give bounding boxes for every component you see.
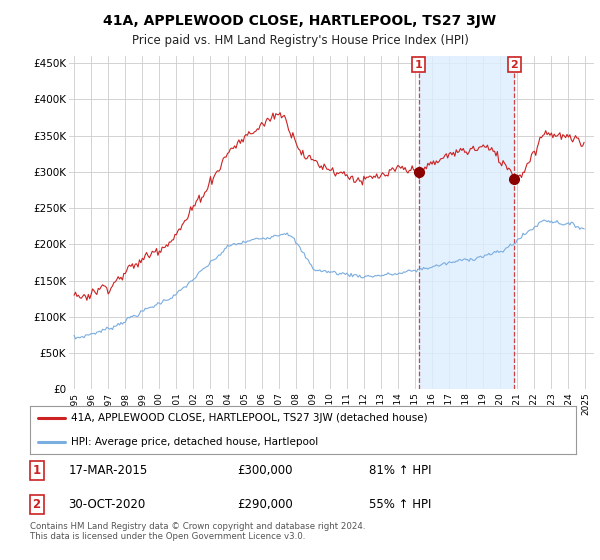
Text: 2: 2 — [511, 59, 518, 69]
Text: 1: 1 — [415, 59, 422, 69]
Text: Contains HM Land Registry data © Crown copyright and database right 2024.
This d: Contains HM Land Registry data © Crown c… — [30, 522, 365, 542]
Text: £290,000: £290,000 — [238, 498, 293, 511]
Text: 30-OCT-2020: 30-OCT-2020 — [68, 498, 145, 511]
Text: 41A, APPLEWOOD CLOSE, HARTLEPOOL, TS27 3JW: 41A, APPLEWOOD CLOSE, HARTLEPOOL, TS27 3… — [103, 14, 497, 28]
Text: 1: 1 — [32, 464, 41, 477]
Text: £300,000: £300,000 — [238, 464, 293, 477]
Bar — [419, 56, 514, 389]
Text: HPI: Average price, detached house, Hartlepool: HPI: Average price, detached house, Hart… — [71, 437, 318, 447]
Text: Price paid vs. HM Land Registry's House Price Index (HPI): Price paid vs. HM Land Registry's House … — [131, 34, 469, 46]
Text: 17-MAR-2015: 17-MAR-2015 — [68, 464, 148, 477]
Text: 2: 2 — [32, 498, 41, 511]
Text: 41A, APPLEWOOD CLOSE, HARTLEPOOL, TS27 3JW (detached house): 41A, APPLEWOOD CLOSE, HARTLEPOOL, TS27 3… — [71, 413, 428, 423]
Text: 55% ↑ HPI: 55% ↑ HPI — [368, 498, 431, 511]
Text: 81% ↑ HPI: 81% ↑ HPI — [368, 464, 431, 477]
